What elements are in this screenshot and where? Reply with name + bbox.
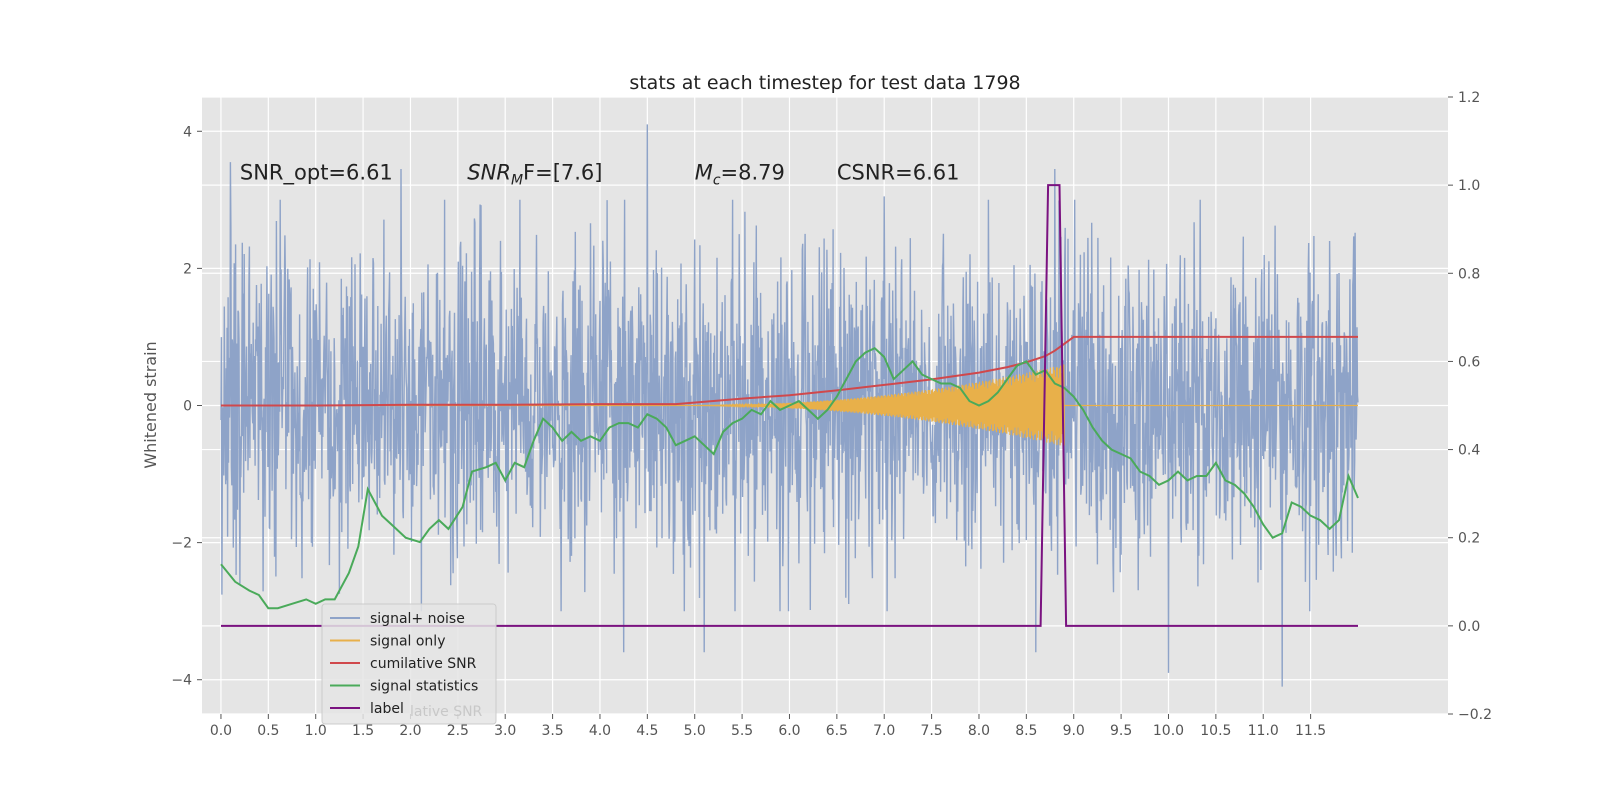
legend-entry: cumilative SNR <box>370 656 477 672</box>
y2-tick-label: 1.2 <box>1458 90 1480 106</box>
annotation-subscript: M <box>511 172 523 188</box>
legend-box <box>321 603 497 725</box>
annotation-text: SNRMF=[7.6] <box>467 160 602 188</box>
y-tick-label: 2 <box>183 261 192 277</box>
series-signal-statistics <box>220 347 1359 610</box>
y2-tick-label: 0.0 <box>1458 619 1480 635</box>
annotation-subscript: c <box>713 172 721 188</box>
x-tick-label: 2.0 <box>399 723 421 739</box>
x-tick-label: 9.0 <box>1063 723 1085 739</box>
annotation-text: CSNR=6.61 <box>837 160 960 184</box>
annotation-label: CSNR=6.61 <box>837 160 960 184</box>
y2-tick-label: −0.2 <box>1458 707 1492 723</box>
x-tick-label: 1.0 <box>305 723 327 739</box>
series-layer <box>220 124 1359 687</box>
y2-tick-label: 0.8 <box>1458 266 1480 282</box>
legend-entry: signal only <box>370 634 445 650</box>
y2-tick-label: 0.6 <box>1458 354 1480 370</box>
x-tick-label: 1.5 <box>352 723 374 739</box>
annotations: SNR_opt=6.61 SNRMF=[7.6] Mc=8.79 CSNR=6.61 <box>240 160 960 188</box>
y-tick-label: −2 <box>171 536 192 552</box>
x-tick-label: 10.0 <box>1153 723 1184 739</box>
legend-entry: signal+ noise <box>370 611 465 627</box>
x-tick-label: 0.5 <box>257 723 279 739</box>
x-tick-label: 7.0 <box>873 723 895 739</box>
x-tick-label: 6.0 <box>778 723 800 739</box>
x-tick-label: 11.0 <box>1248 723 1279 739</box>
x-tick-label: 2.5 <box>447 723 469 739</box>
x-tick-label: 5.0 <box>684 723 706 739</box>
y-tick-label: −4 <box>171 673 192 689</box>
legend-entry: label <box>370 701 404 717</box>
legend: lative SNR signal+ noise signal only cumila… <box>321 603 497 725</box>
x-tick-label: 8.0 <box>968 723 990 739</box>
series-signal-only <box>220 364 1358 446</box>
y-axis-label: Whitened strain <box>141 341 160 468</box>
y2-tick-label: 0.2 <box>1458 531 1480 547</box>
x-tick-label: 11.5 <box>1295 723 1326 739</box>
annotation-label: SNR_opt=6.61 <box>240 160 393 185</box>
annotation-value: =8.79 <box>721 160 785 184</box>
annotation-symbol: M <box>695 160 713 184</box>
y-tick-label: 0 <box>183 399 192 415</box>
x-tick-label: 4.5 <box>636 723 658 739</box>
y2-tick-label: 1.0 <box>1458 178 1480 194</box>
chart-title: stats at each timestep for test data 179… <box>629 72 1020 94</box>
x-tick-label: 8.5 <box>1015 723 1037 739</box>
x-tick-label: 6.5 <box>826 723 848 739</box>
series-label <box>221 184 1358 627</box>
x-tick-label: 0.0 <box>210 723 232 739</box>
annotation-symbol: SNR <box>467 160 511 184</box>
x-tick-label: 3.5 <box>541 723 563 739</box>
x-tick-label: 4.0 <box>589 723 611 739</box>
x-tick-label: 7.5 <box>920 723 942 739</box>
legend-entry: signal statistics <box>370 679 478 695</box>
annotation-text: Mc=8.79 <box>695 160 785 188</box>
x-tick-label: 3.0 <box>494 723 516 739</box>
series-signal-noise <box>220 124 1359 687</box>
x-tick-label: 9.5 <box>1110 723 1132 739</box>
annotation-text: SNR_opt=6.61 <box>240 160 393 185</box>
y2-tick-label: 0.4 <box>1458 443 1480 459</box>
y-tick-label: 4 <box>183 124 192 140</box>
legend-hidden-text: lative SNR <box>410 704 483 720</box>
annotation-value: F=[7.6] <box>523 160 602 184</box>
x-tick-label: 10.5 <box>1200 723 1231 739</box>
axes: 0.0 0.5 1.0 1.5 2.0 2.5 3.0 3.5 4.0 4.5 5.0 5.5 6.0 6… <box>171 90 1492 739</box>
x-tick-label: 5.5 <box>731 723 753 739</box>
